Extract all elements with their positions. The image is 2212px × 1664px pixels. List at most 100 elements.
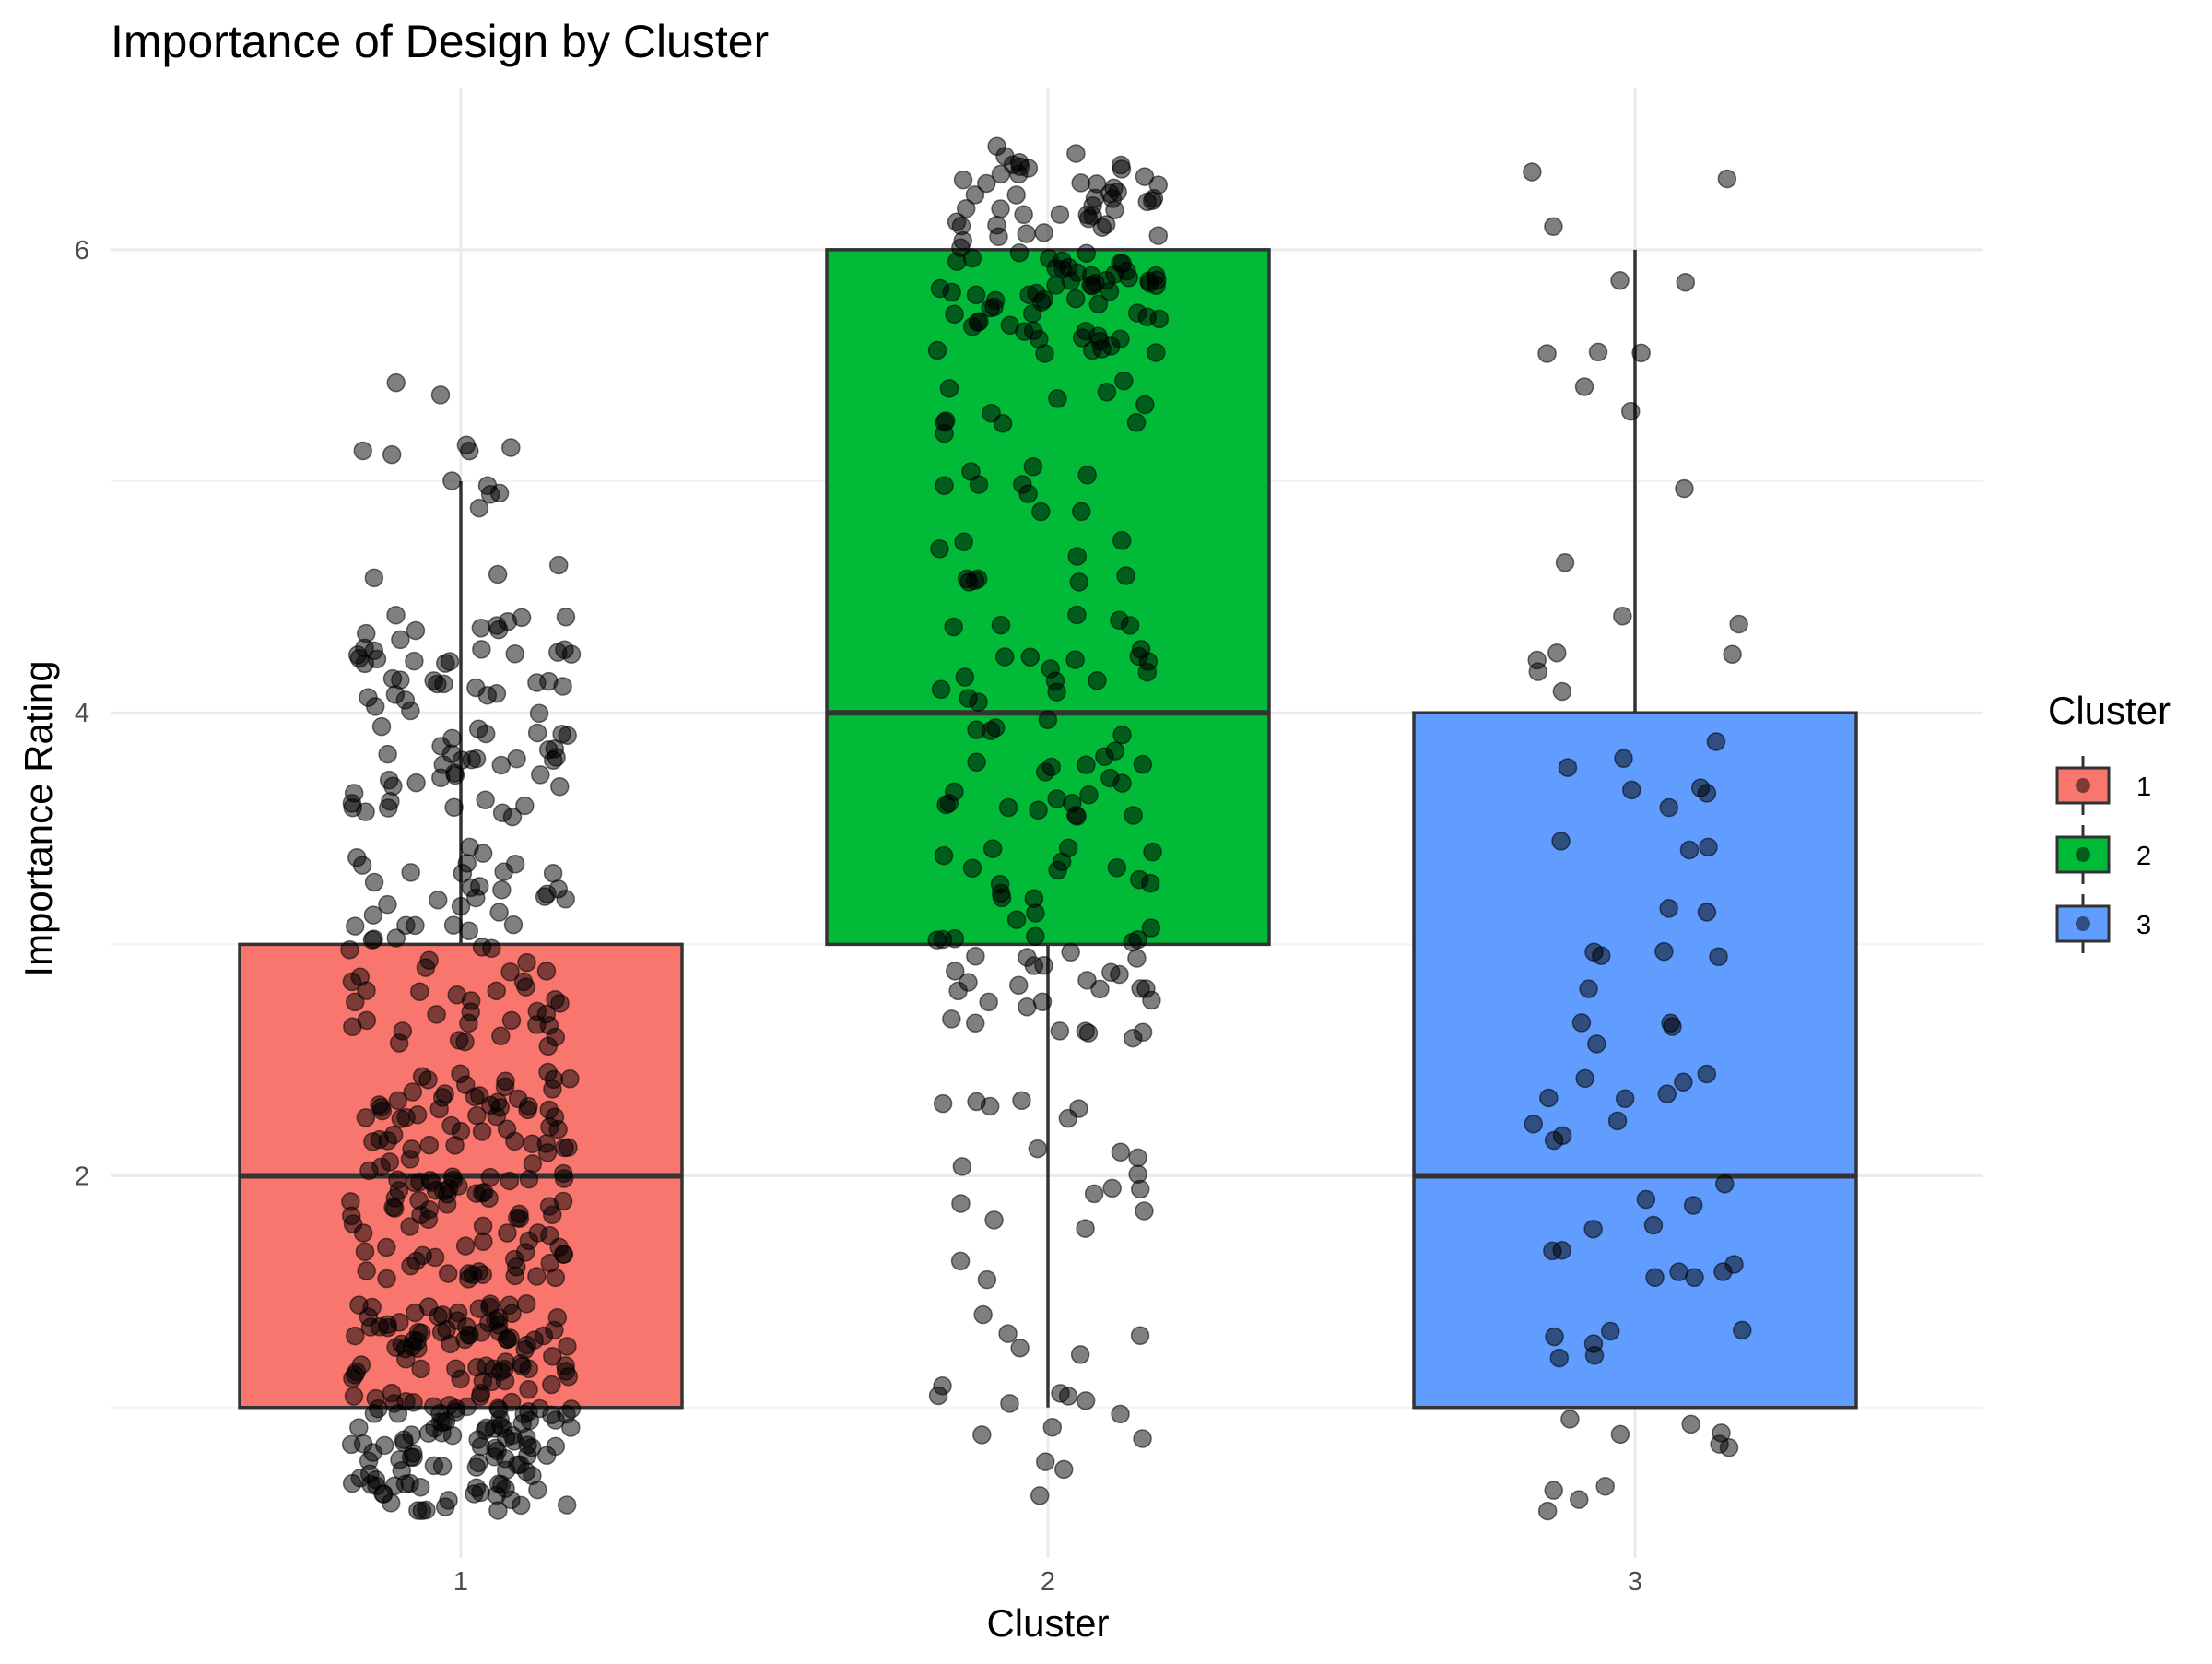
data-point-cluster-2 (1052, 852, 1072, 872)
data-point-cluster-2 (1018, 948, 1037, 967)
data-point-cluster-2 (962, 858, 982, 878)
data-point-cluster-1 (430, 385, 451, 405)
data-point-cluster-2 (1126, 413, 1147, 432)
data-point-cluster-2 (1128, 929, 1147, 950)
data-point-cluster-2 (969, 692, 988, 712)
legend-item-2: 2 (2055, 825, 2151, 884)
data-point-cluster-3 (1549, 1348, 1570, 1368)
data-point-cluster-1 (344, 1387, 364, 1406)
data-point-cluster-1 (491, 1416, 511, 1435)
data-point-cluster-2 (1090, 979, 1110, 999)
data-point-cluster-3 (1613, 606, 1632, 626)
data-point-cluster-2 (1076, 1391, 1096, 1410)
data-point-cluster-1 (369, 1398, 388, 1419)
data-point-cluster-2 (1135, 167, 1155, 186)
axis-layer: 2 4 6 1 2 3 (75, 236, 1642, 1597)
data-point-cluster-3 (1583, 1219, 1603, 1239)
data-point-cluster-1 (543, 1080, 562, 1099)
data-point-cluster-1 (359, 1161, 379, 1181)
data-point-cluster-2 (1038, 710, 1058, 730)
data-point-cluster-2 (1096, 270, 1116, 290)
data-point-cluster-1 (442, 471, 462, 490)
data-point-cluster-1 (547, 1308, 568, 1328)
data-point-cluster-1 (428, 674, 447, 694)
data-point-cluster-3 (1545, 1327, 1564, 1347)
data-point-cluster-1 (472, 938, 492, 957)
data-point-cluster-1 (471, 618, 491, 638)
data-point-cluster-2 (933, 1093, 953, 1114)
data-point-cluster-1 (419, 950, 439, 970)
data-point-cluster-2 (1035, 1452, 1055, 1471)
data-point-cluster-1 (379, 770, 399, 790)
data-point-cluster-2 (1006, 185, 1026, 205)
data-point-cluster-3 (1527, 650, 1547, 670)
data-point-cluster-1 (410, 1477, 430, 1497)
data-point-cluster-1 (343, 1017, 362, 1036)
data-point-cluster-2 (1087, 174, 1107, 194)
data-point-cluster-3 (1729, 614, 1748, 634)
legend-item-3: 3 (2055, 894, 2151, 953)
data-point-cluster-1 (401, 1447, 421, 1467)
data-point-cluster-3 (1523, 162, 1542, 182)
data-point-cluster-1 (382, 444, 402, 465)
data-point-cluster-2 (1046, 276, 1065, 295)
data-point-cluster-1 (363, 1443, 382, 1462)
data-point-cluster-1 (438, 1264, 458, 1283)
data-point-cluster-1 (480, 484, 500, 504)
data-point-cluster-1 (471, 1436, 491, 1457)
legend-point-1 (2076, 778, 2090, 793)
data-point-cluster-3 (1669, 1262, 1688, 1281)
data-point-cluster-1 (473, 844, 493, 863)
data-point-cluster-1 (363, 905, 383, 925)
y-axis-title: Importance Rating (17, 660, 60, 976)
data-point-cluster-1 (466, 1478, 487, 1497)
data-point-cluster-2 (1020, 647, 1041, 667)
data-point-cluster-1 (501, 1010, 522, 1031)
data-point-cluster-1 (355, 638, 374, 658)
data-point-cluster-3 (1587, 1034, 1606, 1054)
data-point-cluster-2 (931, 679, 951, 699)
data-point-cluster-1 (519, 1379, 538, 1399)
legend: Cluster 1 2 3 (2048, 689, 2171, 953)
x-tick-label-1: 1 (453, 1567, 468, 1597)
data-point-cluster-2 (946, 962, 965, 981)
data-point-cluster-2 (966, 285, 986, 305)
data-point-cluster-2 (998, 1324, 1018, 1343)
data-point-cluster-1 (469, 498, 489, 518)
data-point-cluster-1 (466, 749, 487, 769)
data-point-cluster-2 (989, 227, 1008, 247)
data-point-cluster-2 (1048, 389, 1067, 408)
data-point-cluster-1 (377, 1269, 396, 1289)
data-point-cluster-3 (1723, 644, 1742, 664)
data-point-cluster-1 (342, 1206, 361, 1226)
data-point-cluster-2 (1072, 502, 1091, 522)
data-point-cluster-3 (1610, 270, 1630, 290)
data-point-cluster-2 (1143, 842, 1162, 862)
data-point-cluster-2 (1084, 1184, 1104, 1204)
legend-label-1: 1 (2136, 773, 2151, 802)
data-point-cluster-2 (1065, 289, 1086, 309)
data-point-cluster-2 (1072, 328, 1092, 348)
data-point-cluster-2 (984, 1210, 1004, 1230)
data-point-cluster-2 (933, 929, 953, 950)
data-point-cluster-2 (1050, 1021, 1070, 1041)
data-point-cluster-1 (451, 896, 471, 916)
data-point-cluster-3 (1706, 732, 1726, 751)
data-point-cluster-1 (488, 564, 508, 584)
data-point-cluster-2 (1066, 144, 1086, 163)
data-point-cluster-2 (1097, 382, 1117, 402)
data-point-cluster-1 (558, 1337, 577, 1356)
data-point-cluster-1 (488, 1398, 508, 1418)
data-point-cluster-1 (353, 441, 373, 461)
data-point-cluster-1 (543, 1347, 562, 1366)
data-point-cluster-1 (345, 916, 365, 936)
data-point-cluster-1 (500, 1171, 520, 1191)
data-point-cluster-2 (1067, 605, 1087, 625)
data-point-cluster-2 (973, 1304, 993, 1325)
data-point-cluster-2 (934, 845, 954, 866)
data-point-cluster-1 (550, 994, 570, 1013)
data-point-cluster-3 (1643, 1215, 1664, 1235)
data-point-cluster-3 (1615, 1089, 1635, 1108)
data-point-cluster-2 (1067, 547, 1088, 566)
data-point-cluster-1 (411, 1359, 430, 1379)
